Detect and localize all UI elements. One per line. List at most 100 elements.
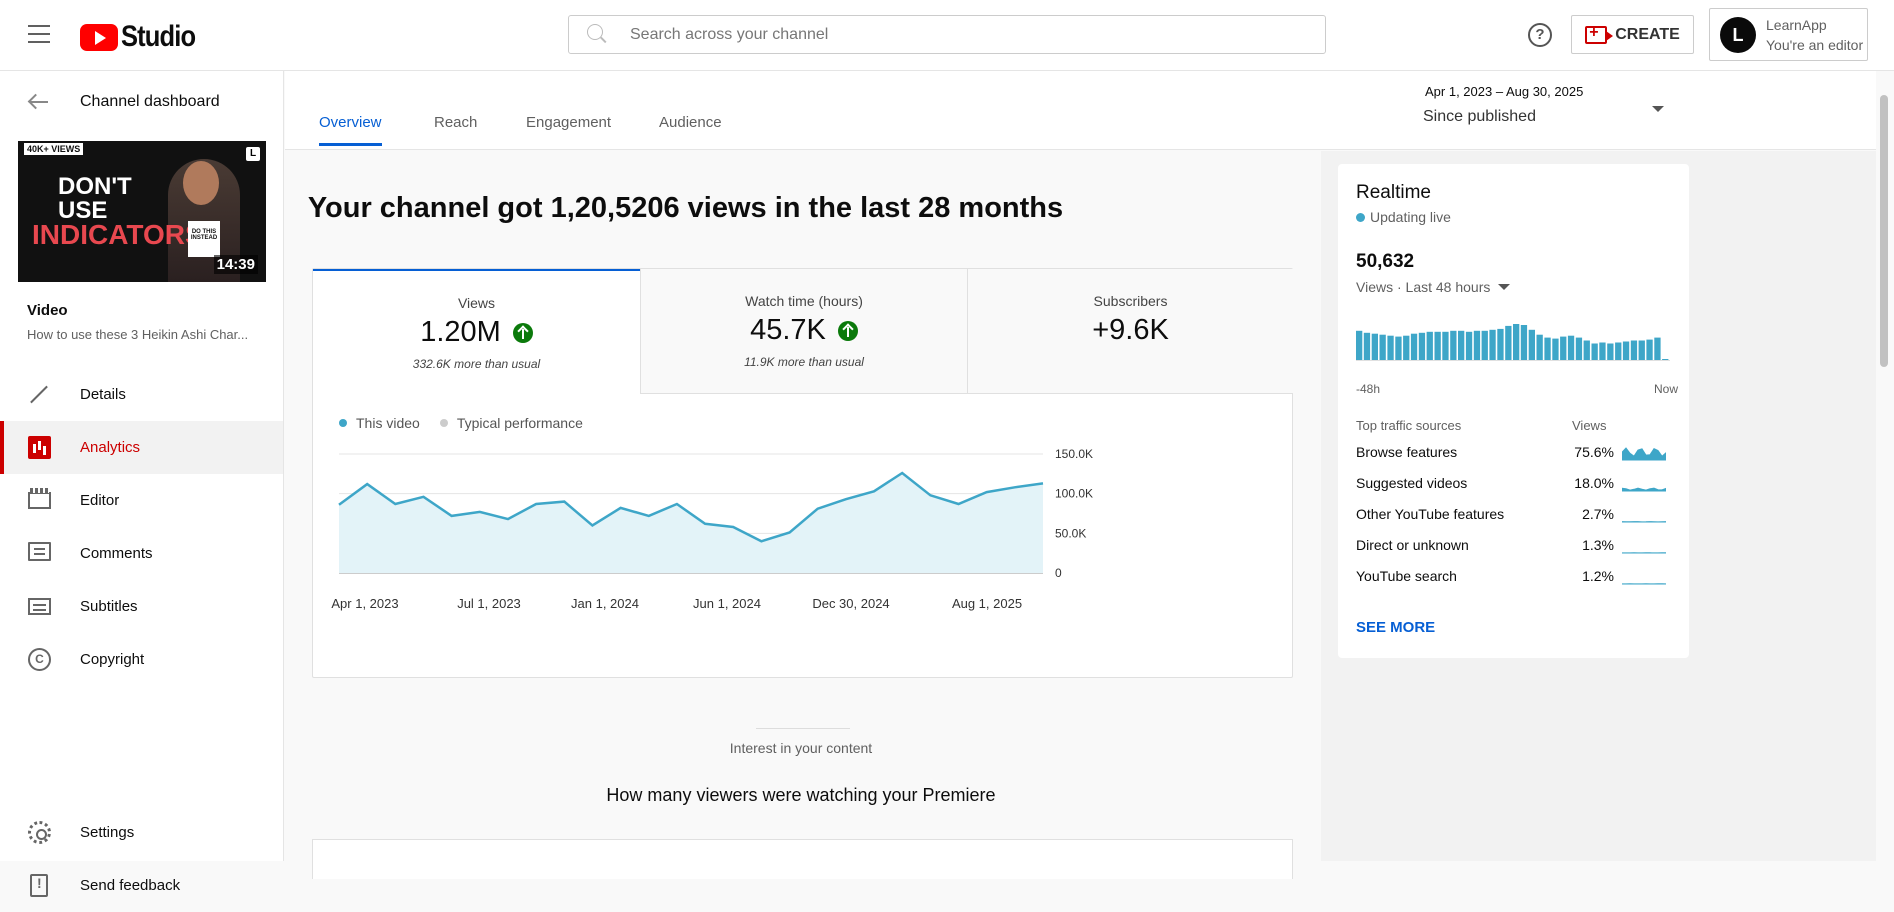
data-point[interactable] xyxy=(646,513,652,519)
search-input[interactable] xyxy=(630,26,1280,44)
realtime-bar[interactable] xyxy=(1403,336,1409,360)
realtime-bar[interactable] xyxy=(1474,331,1480,360)
realtime-bar[interactable] xyxy=(1380,335,1386,360)
realtime-bar[interactable] xyxy=(1372,334,1378,360)
realtime-bar[interactable] xyxy=(1387,336,1393,360)
realtime-bar[interactable] xyxy=(1646,340,1652,360)
data-point[interactable] xyxy=(533,501,539,507)
realtime-bar[interactable] xyxy=(1599,343,1605,361)
realtime-bar[interactable] xyxy=(1489,330,1495,360)
create-button[interactable]: CREATE xyxy=(1571,15,1694,54)
tab-reach[interactable]: Reach xyxy=(434,114,477,143)
data-point[interactable] xyxy=(618,505,624,511)
realtime-period-selector[interactable]: Views · Last 48 hours xyxy=(1356,279,1510,295)
data-point[interactable] xyxy=(984,489,990,495)
realtime-bar[interactable] xyxy=(1631,341,1637,361)
data-point[interactable] xyxy=(758,538,764,544)
realtime-bar[interactable] xyxy=(1576,338,1582,360)
data-point[interactable] xyxy=(449,513,455,519)
data-point[interactable] xyxy=(843,496,849,502)
data-point[interactable] xyxy=(392,501,398,507)
date-range-selector[interactable]: Apr 1, 2023 – Aug 30, 2025 Since publish… xyxy=(1423,84,1583,126)
help-icon[interactable]: ? xyxy=(1528,23,1552,47)
realtime-bar[interactable] xyxy=(1505,326,1511,360)
realtime-bar[interactable] xyxy=(1466,332,1472,360)
data-point[interactable] xyxy=(787,530,793,536)
data-point[interactable] xyxy=(815,506,821,512)
tab-engagement[interactable]: Engagement xyxy=(526,114,611,143)
realtime-bar[interactable] xyxy=(1662,359,1668,360)
realtime-bar[interactable] xyxy=(1584,341,1590,361)
realtime-bar[interactable] xyxy=(1568,336,1574,360)
metric-tab-subscribers[interactable]: Subscribers +9.6K xyxy=(967,269,1293,394)
realtime-bar[interactable] xyxy=(1419,333,1425,360)
realtime-bar[interactable] xyxy=(1615,343,1621,361)
studio-logo[interactable]: Studio xyxy=(80,20,208,54)
data-point[interactable] xyxy=(420,494,426,500)
sidebar-item-settings[interactable]: Settings xyxy=(0,806,283,859)
scrollbar[interactable] xyxy=(1880,95,1888,367)
realtime-bar[interactable] xyxy=(1639,341,1645,361)
realtime-bar[interactable] xyxy=(1364,333,1370,360)
realtime-bar[interactable] xyxy=(1513,324,1519,360)
data-point[interactable] xyxy=(871,488,877,494)
realtime-bar[interactable] xyxy=(1497,329,1503,360)
data-point[interactable] xyxy=(1040,480,1046,486)
see-more-link[interactable]: SEE MORE xyxy=(1356,619,1435,636)
data-point[interactable] xyxy=(561,499,567,505)
realtime-bar[interactable] xyxy=(1435,332,1441,360)
sidebar-item-analytics[interactable]: Analytics xyxy=(0,421,283,474)
realtime-bar[interactable] xyxy=(1450,331,1456,360)
sidebar-item-details[interactable]: Details xyxy=(0,368,283,421)
legend-item-this-video[interactable]: This video xyxy=(339,415,420,431)
realtime-bar[interactable] xyxy=(1482,331,1488,360)
sidebar-item-comments[interactable]: Comments xyxy=(0,527,283,580)
data-point[interactable] xyxy=(336,502,342,508)
back-to-dashboard[interactable]: Channel dashboard xyxy=(28,93,220,111)
realtime-bar[interactable] xyxy=(1529,330,1535,360)
realtime-bar[interactable] xyxy=(1544,338,1550,360)
sidebar-item-editor[interactable]: Editor xyxy=(0,474,283,527)
realtime-bar[interactable] xyxy=(1458,331,1464,360)
data-point[interactable] xyxy=(1012,484,1018,490)
sidebar-item-copyright[interactable]: C Copyright xyxy=(0,633,283,686)
data-point[interactable] xyxy=(956,501,962,507)
realtime-bar[interactable] xyxy=(1654,338,1660,360)
data-point[interactable] xyxy=(505,516,511,522)
search-box[interactable] xyxy=(568,15,1326,54)
realtime-bar[interactable] xyxy=(1521,325,1527,360)
metric-tab-views[interactable]: Views 1.20M 332.6K more than usual xyxy=(313,269,640,394)
realtime-bar[interactable] xyxy=(1552,339,1558,360)
realtime-bar[interactable] xyxy=(1395,337,1401,360)
data-point[interactable] xyxy=(927,492,933,498)
data-point[interactable] xyxy=(899,470,905,476)
realtime-bar[interactable] xyxy=(1560,337,1566,360)
tab-audience[interactable]: Audience xyxy=(659,114,722,143)
metric-tab-watch-time[interactable]: Watch time (hours) 45.7K 11.9K more than… xyxy=(640,269,967,394)
legend-item-typical[interactable]: Typical performance xyxy=(440,415,583,431)
sidebar-item-subtitles[interactable]: Subtitles xyxy=(0,580,283,633)
chevron-down-icon[interactable] xyxy=(1652,106,1664,112)
video-thumbnail[interactable]: 40K+ VIEWS L DON'T USE INDICATORS DO THI… xyxy=(18,141,266,282)
sidebar-item-send-feedback[interactable]: Send feedback xyxy=(0,859,283,912)
realtime-bar[interactable] xyxy=(1427,332,1433,360)
realtime-bar[interactable] xyxy=(1356,331,1362,360)
data-point[interactable] xyxy=(702,521,708,527)
data-point[interactable] xyxy=(589,522,595,528)
menu-icon[interactable] xyxy=(28,25,50,43)
tab-overview[interactable]: Overview xyxy=(319,114,382,146)
data-point[interactable] xyxy=(674,501,680,507)
realtime-bar-chart[interactable] xyxy=(1356,319,1670,374)
realtime-bar[interactable] xyxy=(1623,342,1629,361)
realtime-bar[interactable] xyxy=(1592,344,1598,361)
data-point[interactable] xyxy=(364,481,370,487)
realtime-bar[interactable] xyxy=(1607,344,1613,361)
realtime-bar[interactable] xyxy=(1411,334,1417,360)
data-point[interactable] xyxy=(477,509,483,515)
